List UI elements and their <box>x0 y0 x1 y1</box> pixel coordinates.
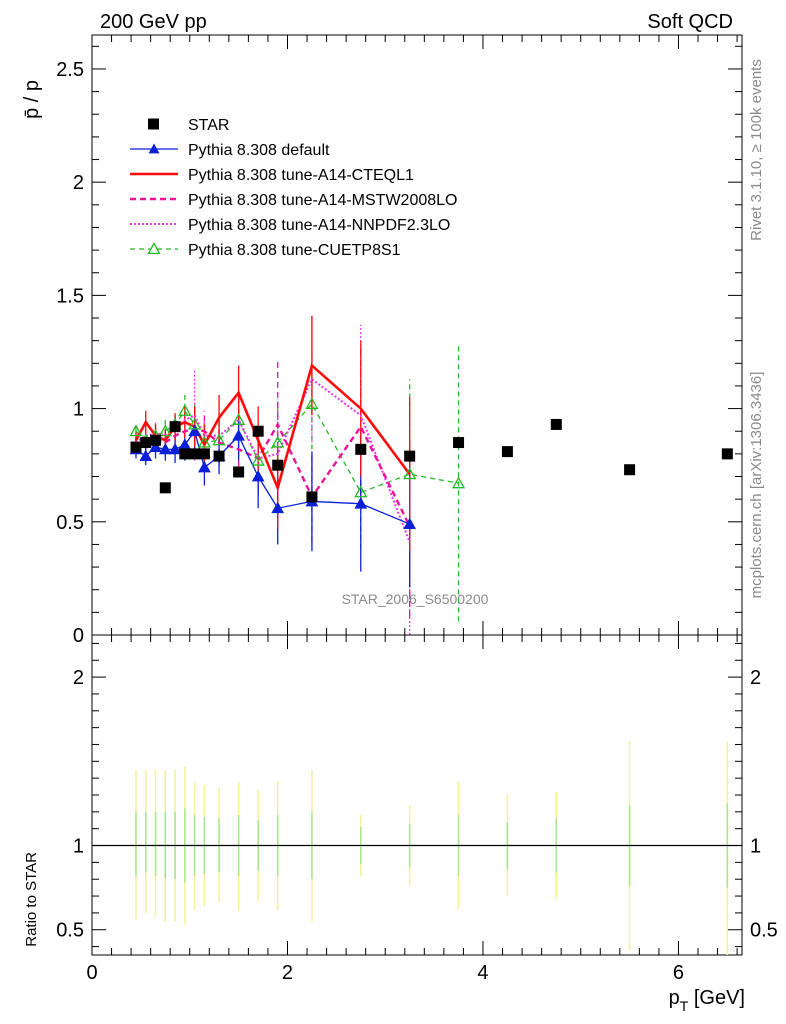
ratio-ytick-label-left: 2 <box>73 667 84 689</box>
header-left: 200 GeV pp <box>100 11 207 33</box>
marker-cuetp8s1 <box>129 424 143 437</box>
main-ytick-label: 0.5 <box>56 512 84 534</box>
ratio-xtick-label: 0 <box>86 962 97 984</box>
legend-marker-cuetp8s1 <box>147 242 161 255</box>
legend-symbol-star <box>148 118 159 130</box>
star-data-point <box>179 448 191 460</box>
main-ytick-label: 0 <box>73 625 84 647</box>
star-data-point <box>150 434 162 446</box>
ratio-xlabel: pT [GeV] <box>669 987 745 1014</box>
legend-label-cuetp8s1: Pythia 8.308 tune-CUETP8S1 <box>188 242 401 259</box>
marker-cuetp8s1 <box>251 453 265 466</box>
xlabel-subscript: T <box>680 998 689 1014</box>
marker-cuetp8s1 <box>178 404 192 416</box>
star-data-point <box>140 437 152 449</box>
marker-cuetp8s1 <box>271 435 285 448</box>
header-right: Soft QCD <box>647 11 733 33</box>
main-ytick-label: 1.5 <box>56 285 84 307</box>
star-data-point <box>159 482 171 494</box>
star-data-point <box>501 446 513 458</box>
star-data-point <box>355 443 367 455</box>
ratio-ytick-label-right: 0.5 <box>750 920 778 942</box>
star-data-point <box>130 441 142 453</box>
ratio-xtick-label: 4 <box>477 962 488 984</box>
ratio-ytick-label-right: 2 <box>750 667 761 689</box>
legend-label-default: Pythia 8.308 default <box>188 142 330 159</box>
marker-cuetp8s1 <box>403 467 417 480</box>
star-data-point <box>189 448 201 460</box>
mcplots-text: mcplots.cern.ch [arXiv:1306.3436] <box>748 372 765 599</box>
main-ylabel: p̄ / p <box>21 80 43 119</box>
star-data-point <box>233 466 245 478</box>
ratio-xtick-label: 6 <box>673 962 684 984</box>
legend-label-nnpdf: Pythia 8.308 tune-A14-NNPDF2.3LO <box>188 217 450 234</box>
xlabel-unit: [GeV] <box>688 987 745 1009</box>
marker-cuetp8s1 <box>212 433 226 446</box>
marker-default <box>139 449 153 462</box>
star-data-point <box>169 421 181 433</box>
marker-cuetp8s1 <box>354 485 368 498</box>
star-data-point <box>306 491 318 503</box>
star-data-point <box>213 450 225 462</box>
star-data-point <box>453 437 465 449</box>
ratio-panel: 0 2 4 6 0.5 0.5 1 1 2 2 <box>56 634 778 984</box>
marker-default <box>403 517 417 529</box>
marker-default <box>232 429 245 441</box>
ratio-ytick-label-right: 1 <box>750 836 761 858</box>
legend: STAR Pythia 8.308 default Pythia 8.308 tun… <box>130 117 457 259</box>
star-data-point <box>404 450 416 462</box>
ratio-ylabel: Ratio to STAR <box>23 852 40 947</box>
marker-default <box>178 438 192 450</box>
ratio-ytick-label-left: 1 <box>73 836 84 858</box>
star-data-point <box>272 459 284 471</box>
legend-label-star: STAR <box>188 117 229 134</box>
ratio-ytick-label-left: 0.5 <box>56 920 84 942</box>
main-ytick-label: 2.5 <box>56 59 84 81</box>
ratio-xtick-label: 2 <box>282 962 293 984</box>
marker-cuetp8s1 <box>305 397 319 410</box>
marker-cuetp8s1 <box>188 417 202 430</box>
marker-cuetp8s1 <box>158 424 172 437</box>
marker-default <box>188 424 201 437</box>
rivet-version-text: Rivet 3.1.10, ≥ 100k events <box>748 59 765 241</box>
marker-cuetp8s1 <box>232 413 246 425</box>
legend-marker-default <box>148 143 160 154</box>
star-data-point <box>721 448 733 460</box>
marker-default <box>168 442 182 455</box>
marker-cuetp8s1 <box>451 476 466 489</box>
marker-default <box>158 442 172 455</box>
star-data-point <box>252 425 264 437</box>
marker-default <box>149 440 162 452</box>
legend-label-cteql1: Pythia 8.308 tune-A14-CTEQL1 <box>188 167 414 184</box>
marker-default <box>198 460 211 473</box>
analysis-watermark: STAR_2006_S6500200 <box>342 591 489 607</box>
star-data-point <box>624 464 636 476</box>
star-data-point <box>198 448 210 460</box>
marker-default <box>271 501 285 514</box>
main-ytick-label: 1 <box>73 399 84 421</box>
legend-label-mstw: Pythia 8.308 tune-A14-MSTW2008LO <box>188 192 457 209</box>
marker-default <box>251 469 265 482</box>
ratio-frame <box>91 634 743 956</box>
marker-default <box>354 497 368 509</box>
main-ytick-label: 2 <box>73 172 84 194</box>
star-data-point <box>550 418 562 430</box>
marker-cuetp8s1 <box>197 435 212 448</box>
main-panel: 0 0.5 1 1.5 2 2.5 <box>56 34 743 647</box>
